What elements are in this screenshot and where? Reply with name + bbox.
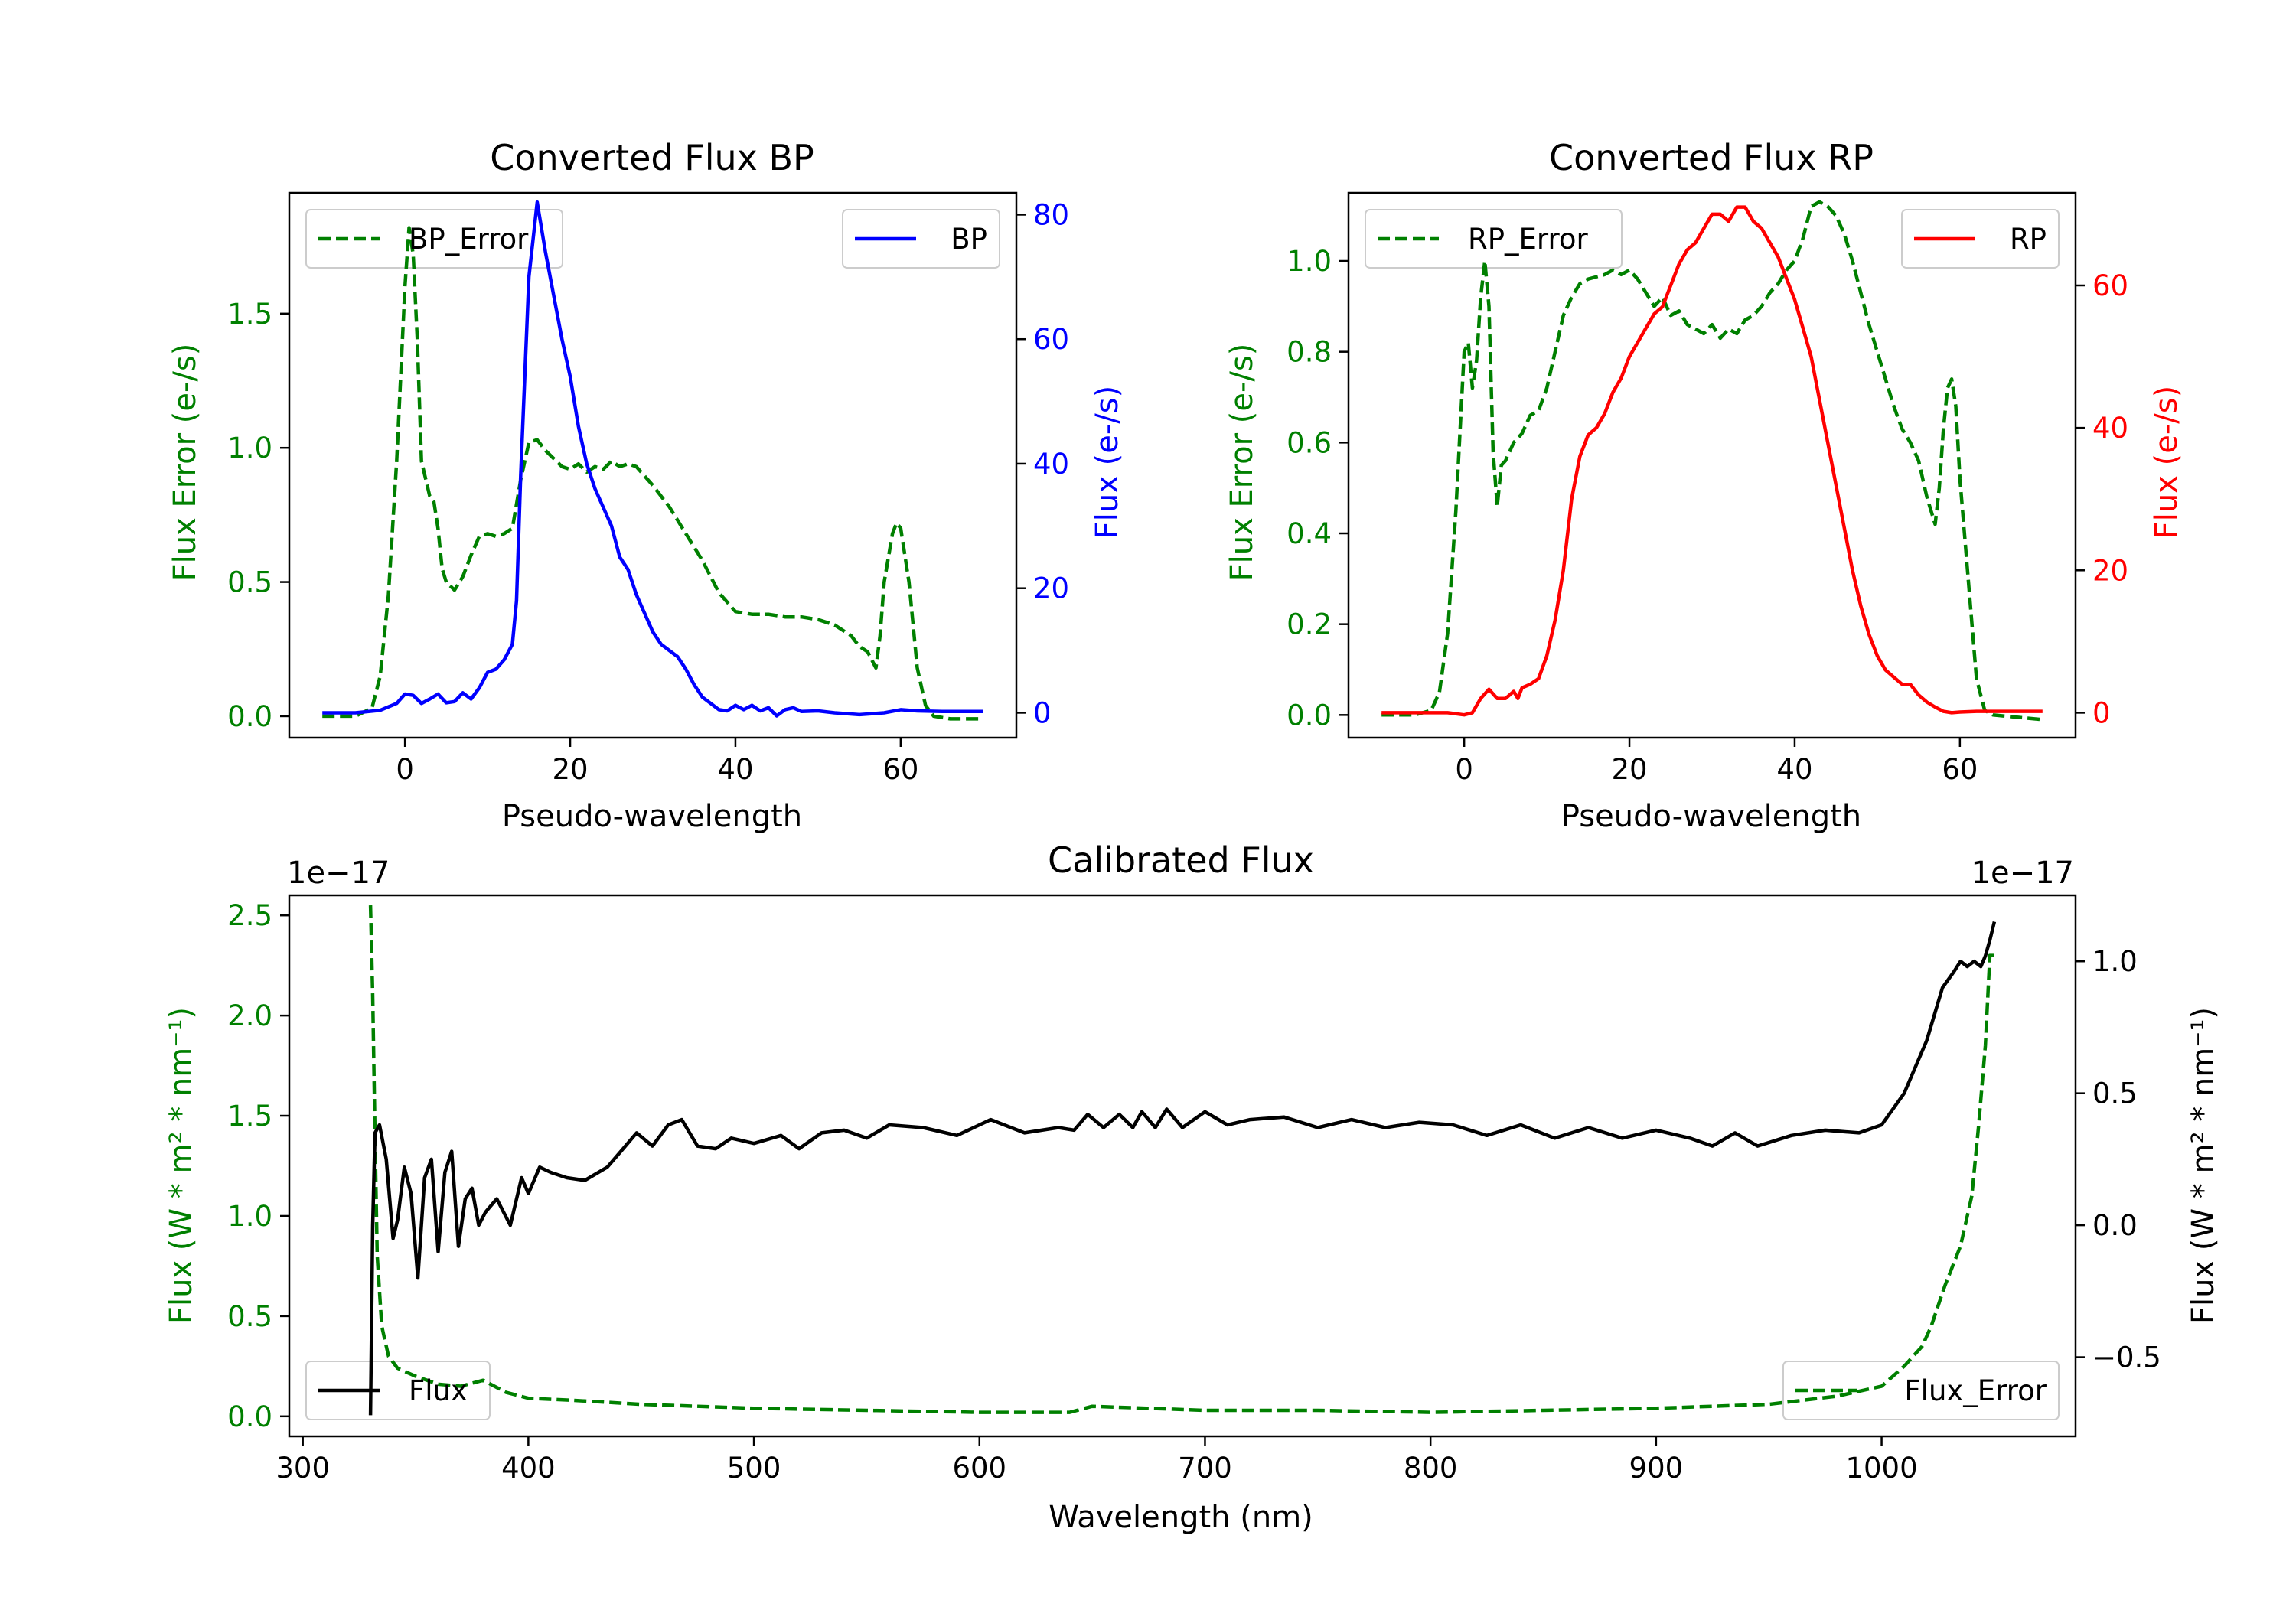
cal-ytick-left-label: 2.5	[227, 899, 272, 932]
bp-legend-box	[305, 209, 563, 269]
cal-ytick-left-label: 0.0	[227, 1400, 272, 1433]
rp-legend-error-label: RP_Error	[1468, 223, 1588, 256]
rp-xtick-label: 60	[1942, 753, 1978, 786]
bp-ytick-right-label: 0	[1033, 696, 1052, 729]
bp-ytick-left-label: 0.5	[227, 566, 272, 599]
rp-ylabel-right: Flux (e-/s)	[2149, 386, 2184, 539]
bp-title: Converted Flux BP	[490, 137, 814, 178]
cal-xtick-label: 400	[501, 1452, 556, 1485]
rp-ytick-right-label: 60	[2092, 269, 2128, 302]
cal-ytick-right-label: 1.0	[2092, 945, 2138, 978]
bp-ytick-left-label: 1.0	[227, 432, 272, 464]
cal-xtick-label: 300	[276, 1452, 330, 1485]
bp-yticks-right: 0 20 40 60 80	[1033, 198, 1069, 729]
bp-series-bp	[322, 200, 983, 718]
rp-ytick-left-label: 0.2	[1287, 608, 1332, 641]
calibrated-subplot: Calibrated Flux Wavelength (nm) Flux (W …	[164, 839, 2221, 1535]
bp-legend-error-label: BP_Error	[409, 223, 529, 256]
bp-ytick-left-label: 0.0	[227, 700, 272, 733]
cal-legend-box	[305, 1361, 491, 1420]
cal-ytick-left-label: 1.0	[227, 1200, 272, 1233]
bp-ytick-right-label: 80	[1033, 198, 1069, 231]
rp-axes-frame	[1347, 191, 2077, 739]
cal-xtick-label: 500	[727, 1452, 781, 1485]
rp-ytick-left-label: 0.6	[1287, 426, 1332, 459]
cal-ytick-right-label: −0.5	[2092, 1341, 2161, 1374]
cal-yticks-right: −0.5 0.0 0.5 1.0	[2092, 945, 2161, 1374]
bp-legend-flux: BP	[951, 223, 987, 256]
bp-ylabel-left: Flux Error (e-/s)	[168, 344, 203, 582]
bp-ytick-right-label: 60	[1033, 323, 1069, 356]
cal-legend-flux-label: Flux	[409, 1374, 468, 1407]
cal-ylabel-left: Flux (W * m² * nm⁻¹)	[164, 1007, 199, 1324]
bp-ylabel-right: Flux (e-/s)	[1090, 386, 1125, 539]
cal-offset-left: 1e−17	[287, 856, 390, 891]
cal-legend-error-label: Flux_Error	[1904, 1374, 2047, 1407]
cal-xtick-label: 700	[1178, 1452, 1232, 1485]
cal-axes-frame	[288, 894, 2077, 1438]
bp-xtick-label: 0	[396, 753, 414, 786]
cal-xtick-label: 600	[952, 1452, 1006, 1485]
rp-series-rp	[1381, 205, 2043, 717]
rp-subplot: Converted Flux RP Pseudo-wavelength Flux…	[1225, 137, 2184, 834]
bp-legend-box	[842, 209, 1000, 269]
cal-legend-flux: Flux	[409, 1374, 468, 1407]
cal-title: Calibrated Flux	[1048, 839, 1314, 881]
cal-legend-error: Flux_Error	[1904, 1374, 2047, 1407]
cal-xlabel: Wavelength (nm)	[1049, 1500, 1313, 1535]
rp-yticks-left: 0.0 0.2 0.4 0.6 0.8 1.0	[1287, 245, 1332, 732]
cal-series-flux	[368, 921, 1997, 1416]
bp-xtick-label: 60	[882, 753, 918, 786]
rp-title: Converted Flux RP	[1549, 137, 1874, 178]
cal-xticks: 300 400 500 600 700 800 900 1000	[276, 1452, 1917, 1485]
cal-xtick-label: 900	[1629, 1452, 1684, 1485]
rp-ytick-right-label: 0	[2092, 696, 2111, 729]
rp-xticks: 0 20 40 60	[1455, 753, 1978, 786]
rp-legend-flux: RP	[2010, 223, 2047, 256]
rp-ytick-left-label: 0.0	[1287, 699, 1332, 732]
bp-yticks-left: 0.0 0.5 1.0 1.5	[227, 298, 272, 733]
cal-ytick-left-label: 2.0	[227, 999, 272, 1032]
rp-ytick-right-label: 40	[2092, 412, 2128, 445]
bp-axes-frame	[288, 191, 1018, 739]
cal-xtick-label: 1000	[1845, 1452, 1917, 1485]
rp-ytick-left-label: 0.8	[1287, 336, 1332, 369]
rp-legend-box	[1901, 209, 2060, 269]
bp-subplot: Converted Flux BP Pseudo-wavelength Flux…	[168, 137, 1125, 834]
bp-xlabel: Pseudo-wavelength	[502, 799, 802, 834]
cal-xtick-label: 800	[1404, 1452, 1458, 1485]
rp-ylabel-left: Flux Error (e-/s)	[1225, 344, 1260, 582]
rp-ytick-left-label: 0.4	[1287, 517, 1332, 550]
cal-legend-box	[1782, 1361, 2060, 1420]
rp-legend-box	[1365, 209, 1623, 269]
cal-ytick-right-label: 0.0	[2092, 1209, 2138, 1242]
bp-ytick-right-label: 40	[1033, 448, 1069, 481]
rp-ytick-left-label: 1.0	[1287, 245, 1332, 278]
bp-ytick-left-label: 1.5	[227, 298, 272, 331]
rp-legend-flux-label: RP	[2010, 223, 2047, 256]
cal-ytick-left-label: 1.5	[227, 1100, 272, 1133]
rp-xtick-label: 20	[1611, 753, 1647, 786]
cal-ytick-left-label: 0.5	[227, 1300, 272, 1333]
bp-legend-flux-label: BP	[951, 223, 987, 256]
rp-xtick-label: 0	[1455, 753, 1473, 786]
bp-xtick-label: 20	[552, 753, 588, 786]
bp-ytick-right-label: 20	[1033, 572, 1069, 605]
rp-ytick-right-label: 20	[2092, 554, 2128, 587]
bp-xticks: 0 20 40 60	[396, 753, 918, 786]
rp-legend-error: RP_Error	[1468, 223, 1588, 256]
bp-legend-error: BP_Error	[409, 223, 529, 256]
bp-xtick-label: 40	[717, 753, 753, 786]
cal-ylabel-right: Flux (W * m² * nm⁻¹)	[2186, 1007, 2221, 1324]
rp-xlabel: Pseudo-wavelength	[1561, 799, 1861, 834]
rp-xtick-label: 40	[1776, 753, 1812, 786]
bp-series-bp-error	[322, 226, 983, 721]
cal-ytick-right-label: 0.5	[2092, 1077, 2138, 1110]
cal-yticks-left: 0.0 0.5 1.0 1.5 2.0 2.5	[227, 899, 272, 1433]
rp-series-rp-error	[1381, 200, 2043, 722]
rp-yticks-right: 0 20 40 60	[2092, 269, 2128, 729]
cal-offset-right: 1e−17	[1971, 856, 2074, 891]
